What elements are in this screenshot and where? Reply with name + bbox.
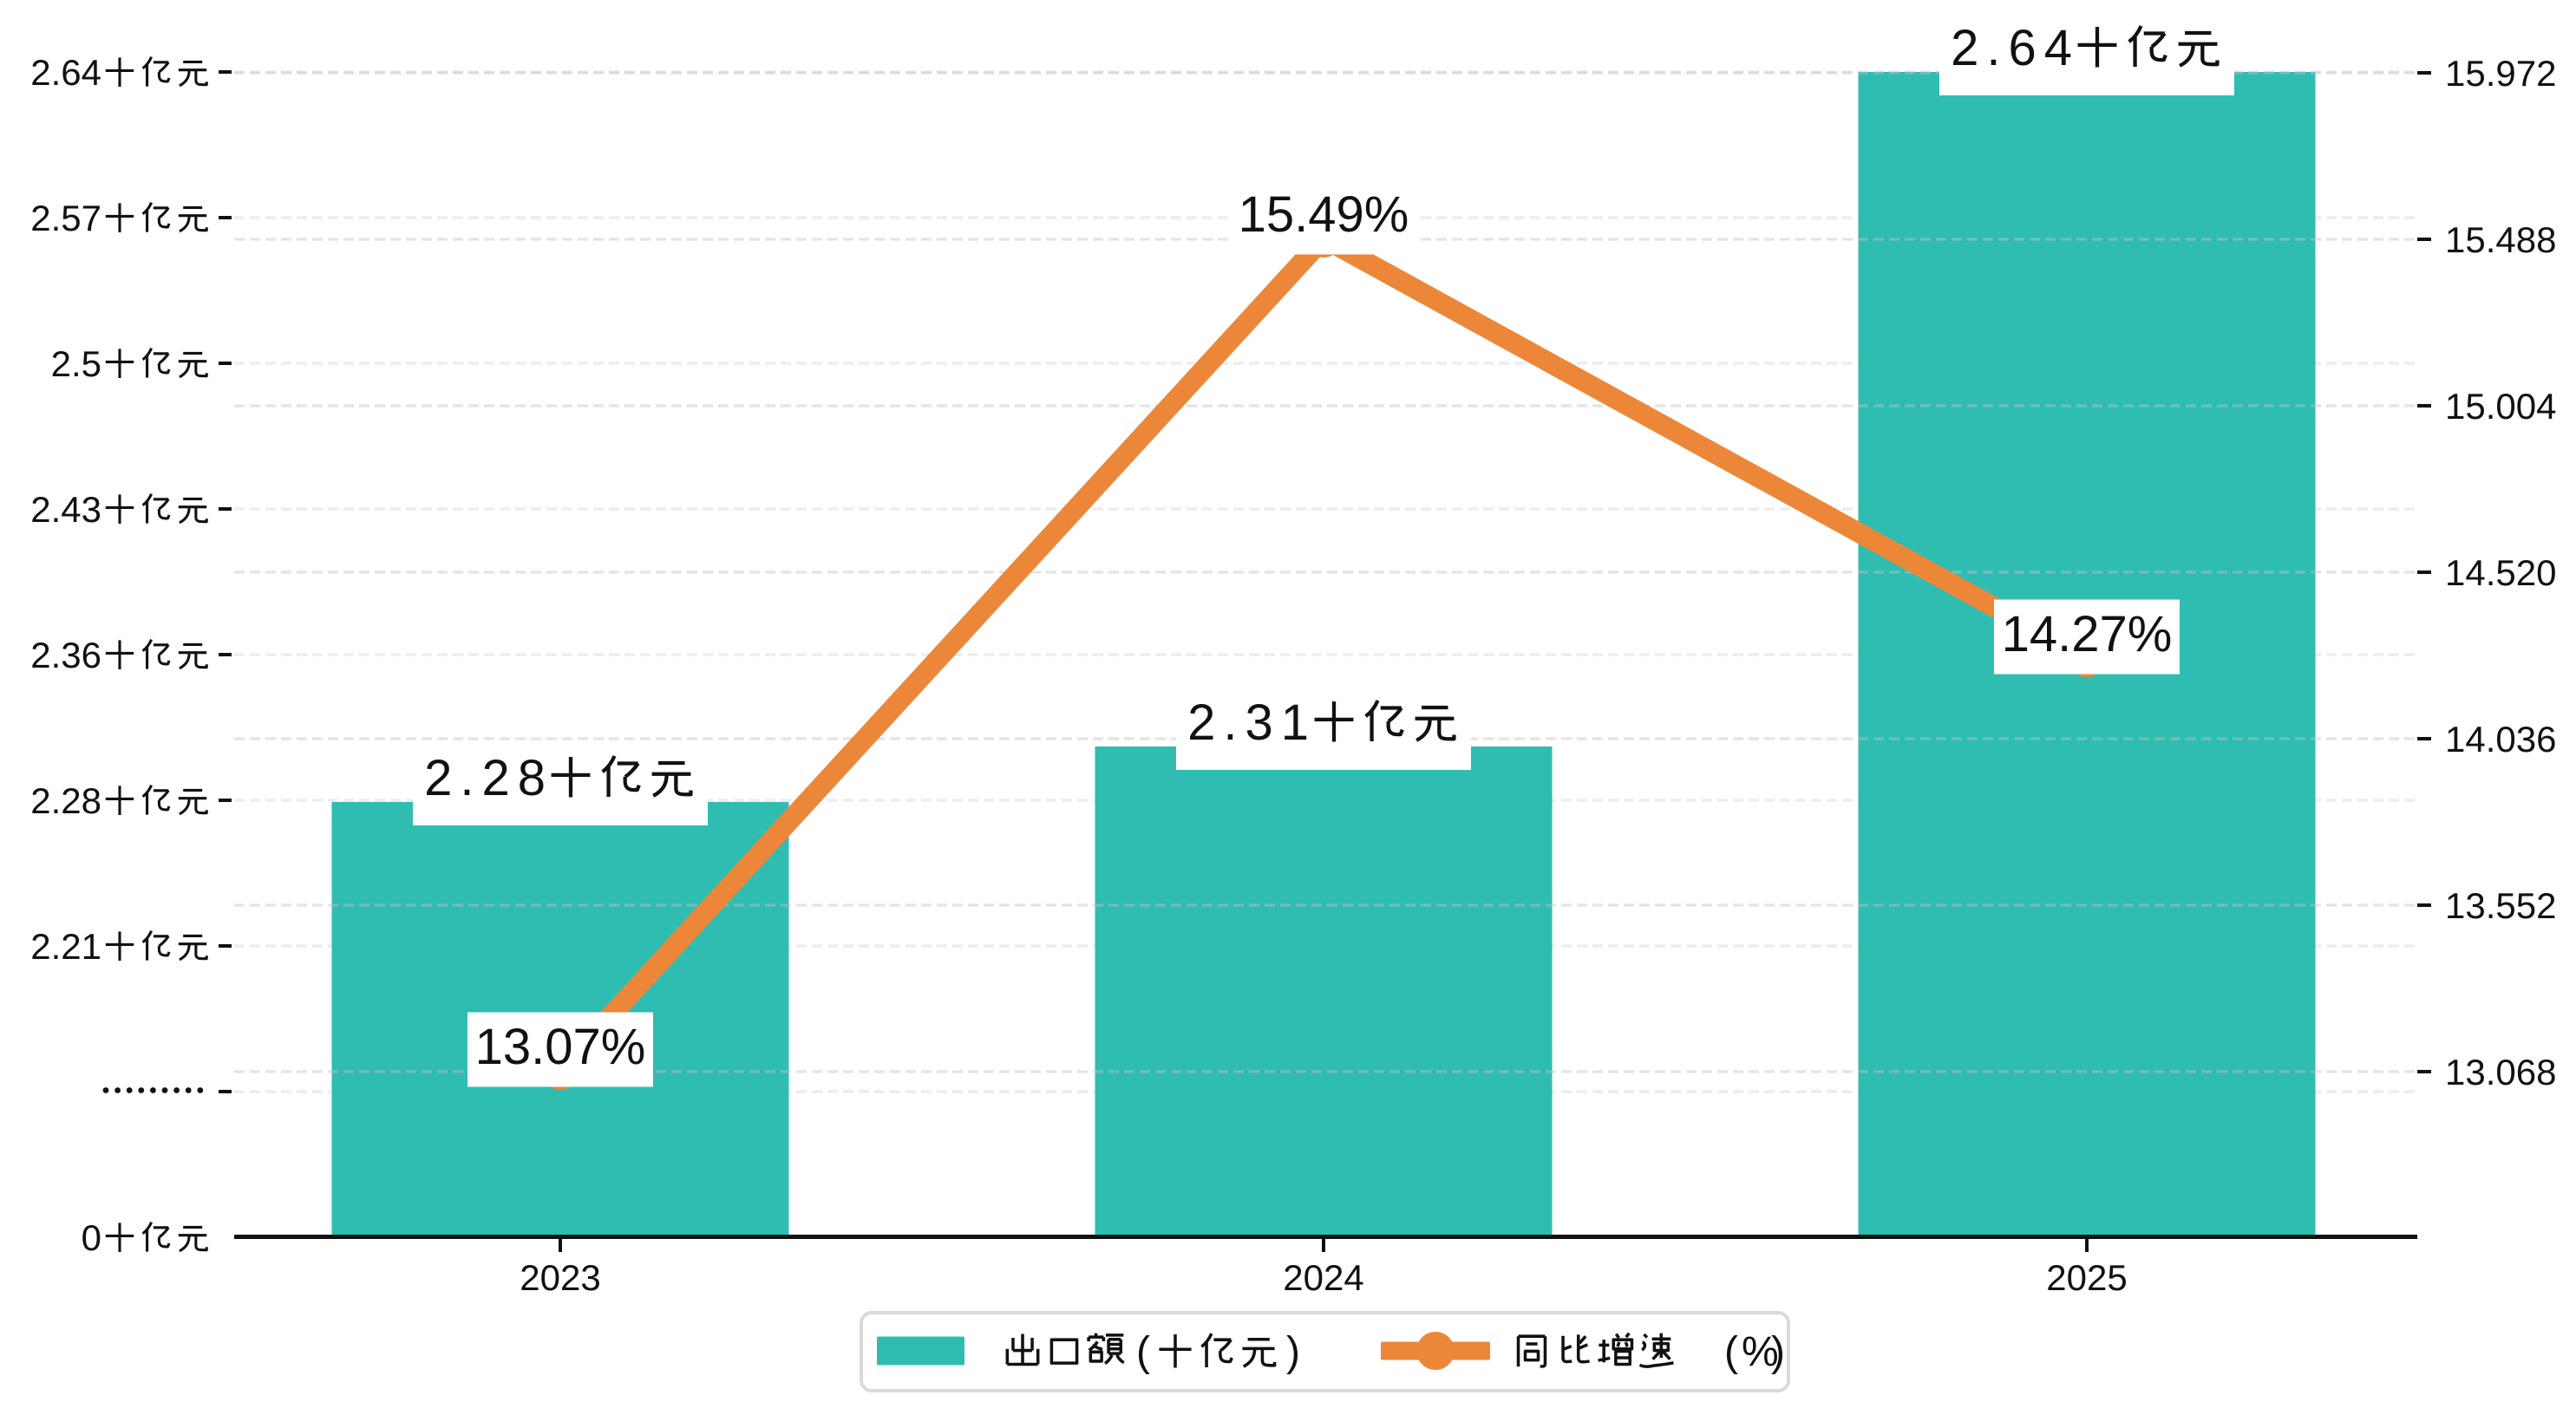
svg-text:2.31: 2.31 [1187,694,1317,751]
svg-text:13.068: 13.068 [2445,1052,2556,1092]
svg-text:15.972: 15.972 [2445,53,2556,94]
svg-text:15.49%: 15.49% [1239,186,1409,243]
svg-text:2.57: 2.57 [30,198,101,238]
svg-text:): ) [1286,1329,1300,1375]
svg-text:2023: 2023 [520,1257,600,1298]
svg-text:(: ( [1724,1329,1738,1375]
svg-text:13.552: 13.552 [2445,885,2556,926]
svg-text:2.21: 2.21 [30,926,101,967]
svg-text:0: 0 [82,1217,101,1258]
svg-text:2025: 2025 [2046,1257,2127,1298]
svg-text:2.43: 2.43 [30,489,101,530]
svg-text:2024: 2024 [1283,1257,1363,1298]
svg-text:2.36: 2.36 [30,635,101,675]
svg-text:14.036: 14.036 [2445,719,2556,760]
svg-text:13.07%: 13.07% [475,1019,646,1075]
svg-text:15.004: 15.004 [2445,386,2556,427]
svg-text:2.5: 2.5 [51,343,101,384]
svg-text:2.64: 2.64 [1951,20,2080,76]
svg-text:%: % [1742,1329,1779,1375]
svg-text:): ) [1771,1329,1785,1375]
svg-text:14.520: 14.520 [2445,552,2556,593]
svg-text:(: ( [1136,1329,1150,1375]
svg-text:2.64: 2.64 [30,52,101,93]
svg-text:2.28: 2.28 [30,780,101,821]
svg-text:14.27%: 14.27% [2002,606,2173,662]
svg-text:2.28: 2.28 [424,750,553,806]
svg-text:15.488: 15.488 [2445,219,2556,260]
